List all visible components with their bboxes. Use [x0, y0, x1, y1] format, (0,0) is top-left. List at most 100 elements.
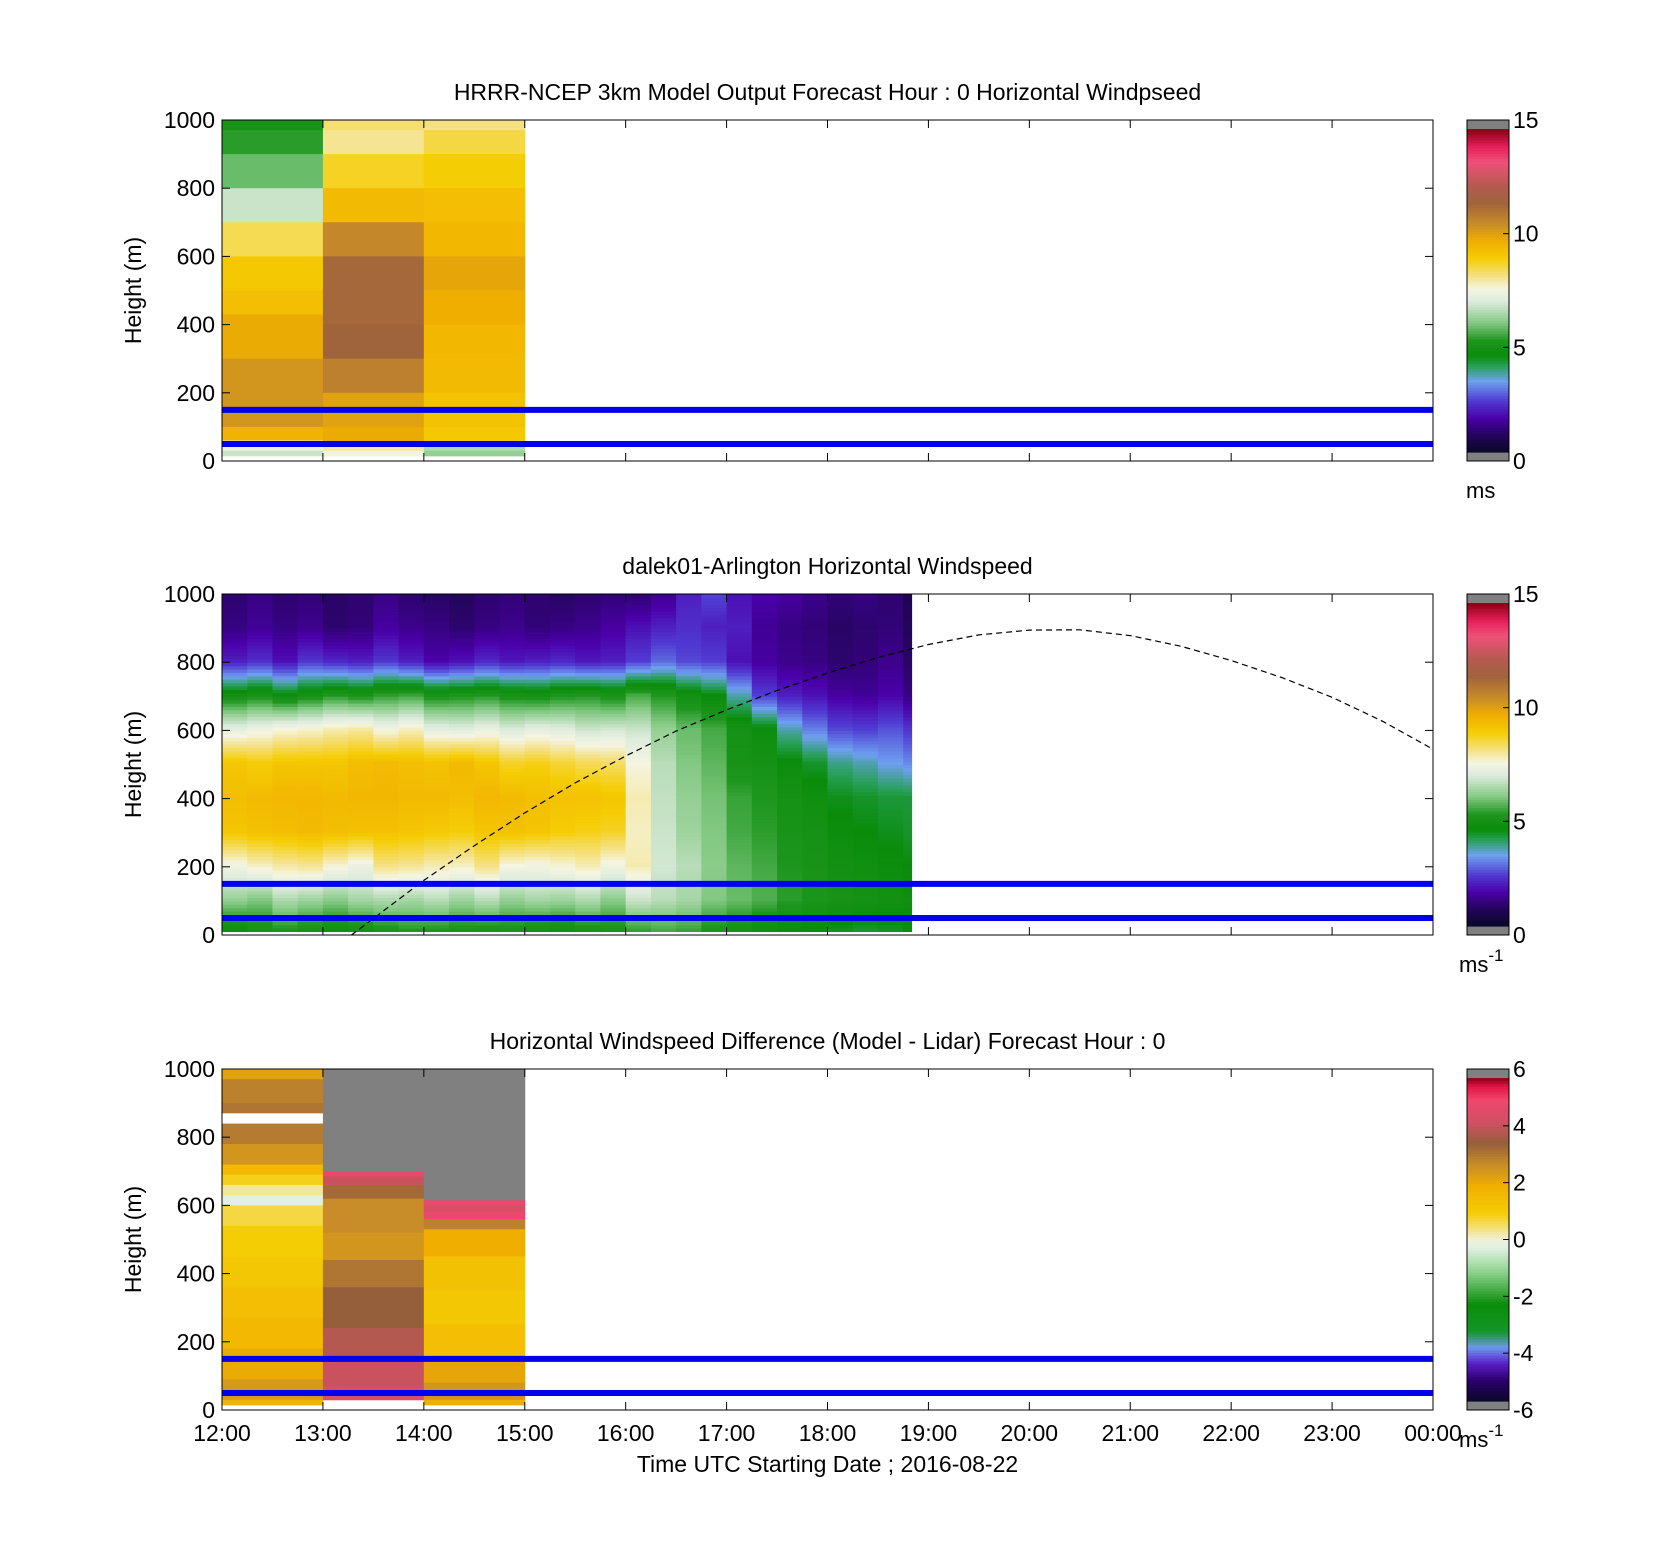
heatmap-cell — [222, 784, 248, 789]
heatmap-cell — [474, 658, 501, 663]
heatmap-cell — [348, 675, 374, 680]
heatmap-cell — [524, 877, 551, 881]
heatmap-cell — [701, 822, 728, 827]
heatmap-cell — [373, 747, 400, 752]
heatmap-cell — [701, 744, 728, 748]
heatmap-cell — [701, 836, 728, 841]
heatmap-cell — [802, 873, 828, 878]
heatmap-cell — [600, 597, 627, 602]
y-tick-label: 200 — [177, 1329, 215, 1355]
heatmap-cell — [297, 907, 324, 912]
y-tick-label: 400 — [177, 1261, 215, 1287]
heatmap-cell — [272, 791, 299, 796]
heatmap-cell — [499, 842, 526, 847]
heatmap-cell — [802, 829, 828, 834]
heatmap-cell — [575, 679, 601, 684]
colorbar-segment — [1467, 1296, 1509, 1300]
heatmap-cell — [297, 669, 324, 673]
colorbar-segment — [1467, 174, 1509, 179]
heatmap-cell — [903, 863, 913, 868]
heatmap-cell — [524, 921, 551, 926]
heatmap-cell — [449, 604, 475, 609]
heatmap-cell — [398, 665, 425, 670]
heatmap-cell — [499, 672, 526, 677]
colorbar-segment — [1467, 260, 1509, 265]
heatmap-cell — [373, 662, 400, 667]
heatmap-cell — [827, 669, 854, 673]
heatmap-cell — [222, 849, 248, 854]
colorbar-segment — [1467, 659, 1509, 663]
colorbar-segment — [1467, 888, 1509, 892]
heatmap-cell — [903, 617, 913, 622]
heatmap-cell — [701, 863, 728, 868]
heatmap-cell — [373, 713, 400, 718]
heatmap-cell — [575, 682, 601, 687]
colorbar-segment — [1467, 726, 1509, 731]
heatmap-cell — [423, 911, 450, 916]
heatmap-cell — [398, 624, 425, 629]
heatmap-cell — [802, 624, 828, 629]
boundary-layer-curve — [351, 629, 1434, 936]
heatmap-cell — [348, 829, 374, 834]
heatmap-cell — [474, 839, 501, 844]
heatmap-cell — [751, 611, 778, 615]
colorbar-segment — [1467, 1180, 1509, 1184]
heatmap-cell — [852, 720, 879, 725]
heatmap-cell — [499, 771, 526, 776]
heatmap-cell — [877, 866, 904, 871]
heatmap-cell — [625, 921, 652, 926]
heatmap-cell — [222, 1103, 324, 1114]
heatmap-cell — [322, 819, 349, 823]
heatmap-cell — [827, 825, 854, 830]
heatmap-cell — [802, 897, 828, 902]
heatmap-cell — [247, 669, 273, 673]
heatmap-cell — [247, 761, 273, 765]
heatmap-cell — [322, 737, 349, 742]
heatmap-cell — [272, 621, 299, 626]
heatmap-cell — [398, 628, 425, 633]
heatmap-cell — [600, 686, 627, 690]
heatmap-cell — [852, 907, 879, 912]
heatmap-cell — [625, 836, 652, 841]
heatmap-cell — [575, 887, 601, 892]
heatmap-cell — [802, 682, 828, 687]
heatmap-cell — [827, 716, 854, 721]
heatmap-cell — [222, 726, 248, 731]
heatmap-cell — [322, 798, 349, 803]
heatmap-cell — [549, 928, 576, 933]
heatmap-cell — [625, 887, 652, 892]
heatmap-cell — [777, 600, 803, 605]
heatmap-cell — [423, 1200, 526, 1206]
heatmap-cell — [777, 631, 803, 636]
heatmap-cell — [701, 781, 728, 786]
heatmap-cell — [650, 754, 677, 759]
heatmap-cell — [676, 815, 702, 820]
heatmap-cell — [499, 611, 526, 615]
heatmap-cell — [802, 696, 828, 701]
colorbar-segment — [1467, 707, 1509, 712]
heatmap-cell — [272, 771, 299, 776]
heatmap-cell — [575, 638, 601, 643]
heatmap-cell — [751, 726, 778, 731]
colorbar-segment — [1467, 891, 1509, 895]
heatmap-cell — [423, 740, 450, 745]
heatmap-cell — [423, 692, 450, 697]
heatmap-cell — [701, 614, 728, 619]
heatmap-cell — [827, 866, 854, 871]
heatmap-cell — [726, 877, 753, 881]
heatmap-cell — [852, 774, 879, 779]
heatmap-cell — [903, 836, 913, 841]
heatmap-cell — [751, 911, 778, 916]
colorbar-segment — [1467, 1217, 1509, 1222]
heatmap-cell — [348, 600, 374, 605]
heatmap-cell — [499, 846, 526, 851]
colorbar-segment — [1467, 907, 1509, 911]
heatmap-cell — [852, 648, 879, 653]
heatmap-cell — [751, 669, 778, 673]
colorbar-unit-base: ms — [1459, 952, 1488, 977]
heatmap-cell — [272, 679, 299, 684]
heatmap-cell — [600, 771, 627, 776]
heatmap-cell — [524, 648, 551, 653]
heatmap-cell — [827, 873, 854, 878]
